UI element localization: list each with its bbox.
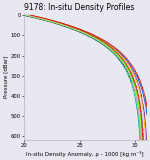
X-axis label: In-situ Density Anomaly, ρ - 1000 [kg m⁻³]: In-situ Density Anomaly, ρ - 1000 [kg m⁻… <box>26 151 144 156</box>
Text: 9178: In-situ Density Profiles: 9178: In-situ Density Profiles <box>24 4 134 12</box>
Y-axis label: Pressure [dBar]: Pressure [dBar] <box>3 56 8 98</box>
